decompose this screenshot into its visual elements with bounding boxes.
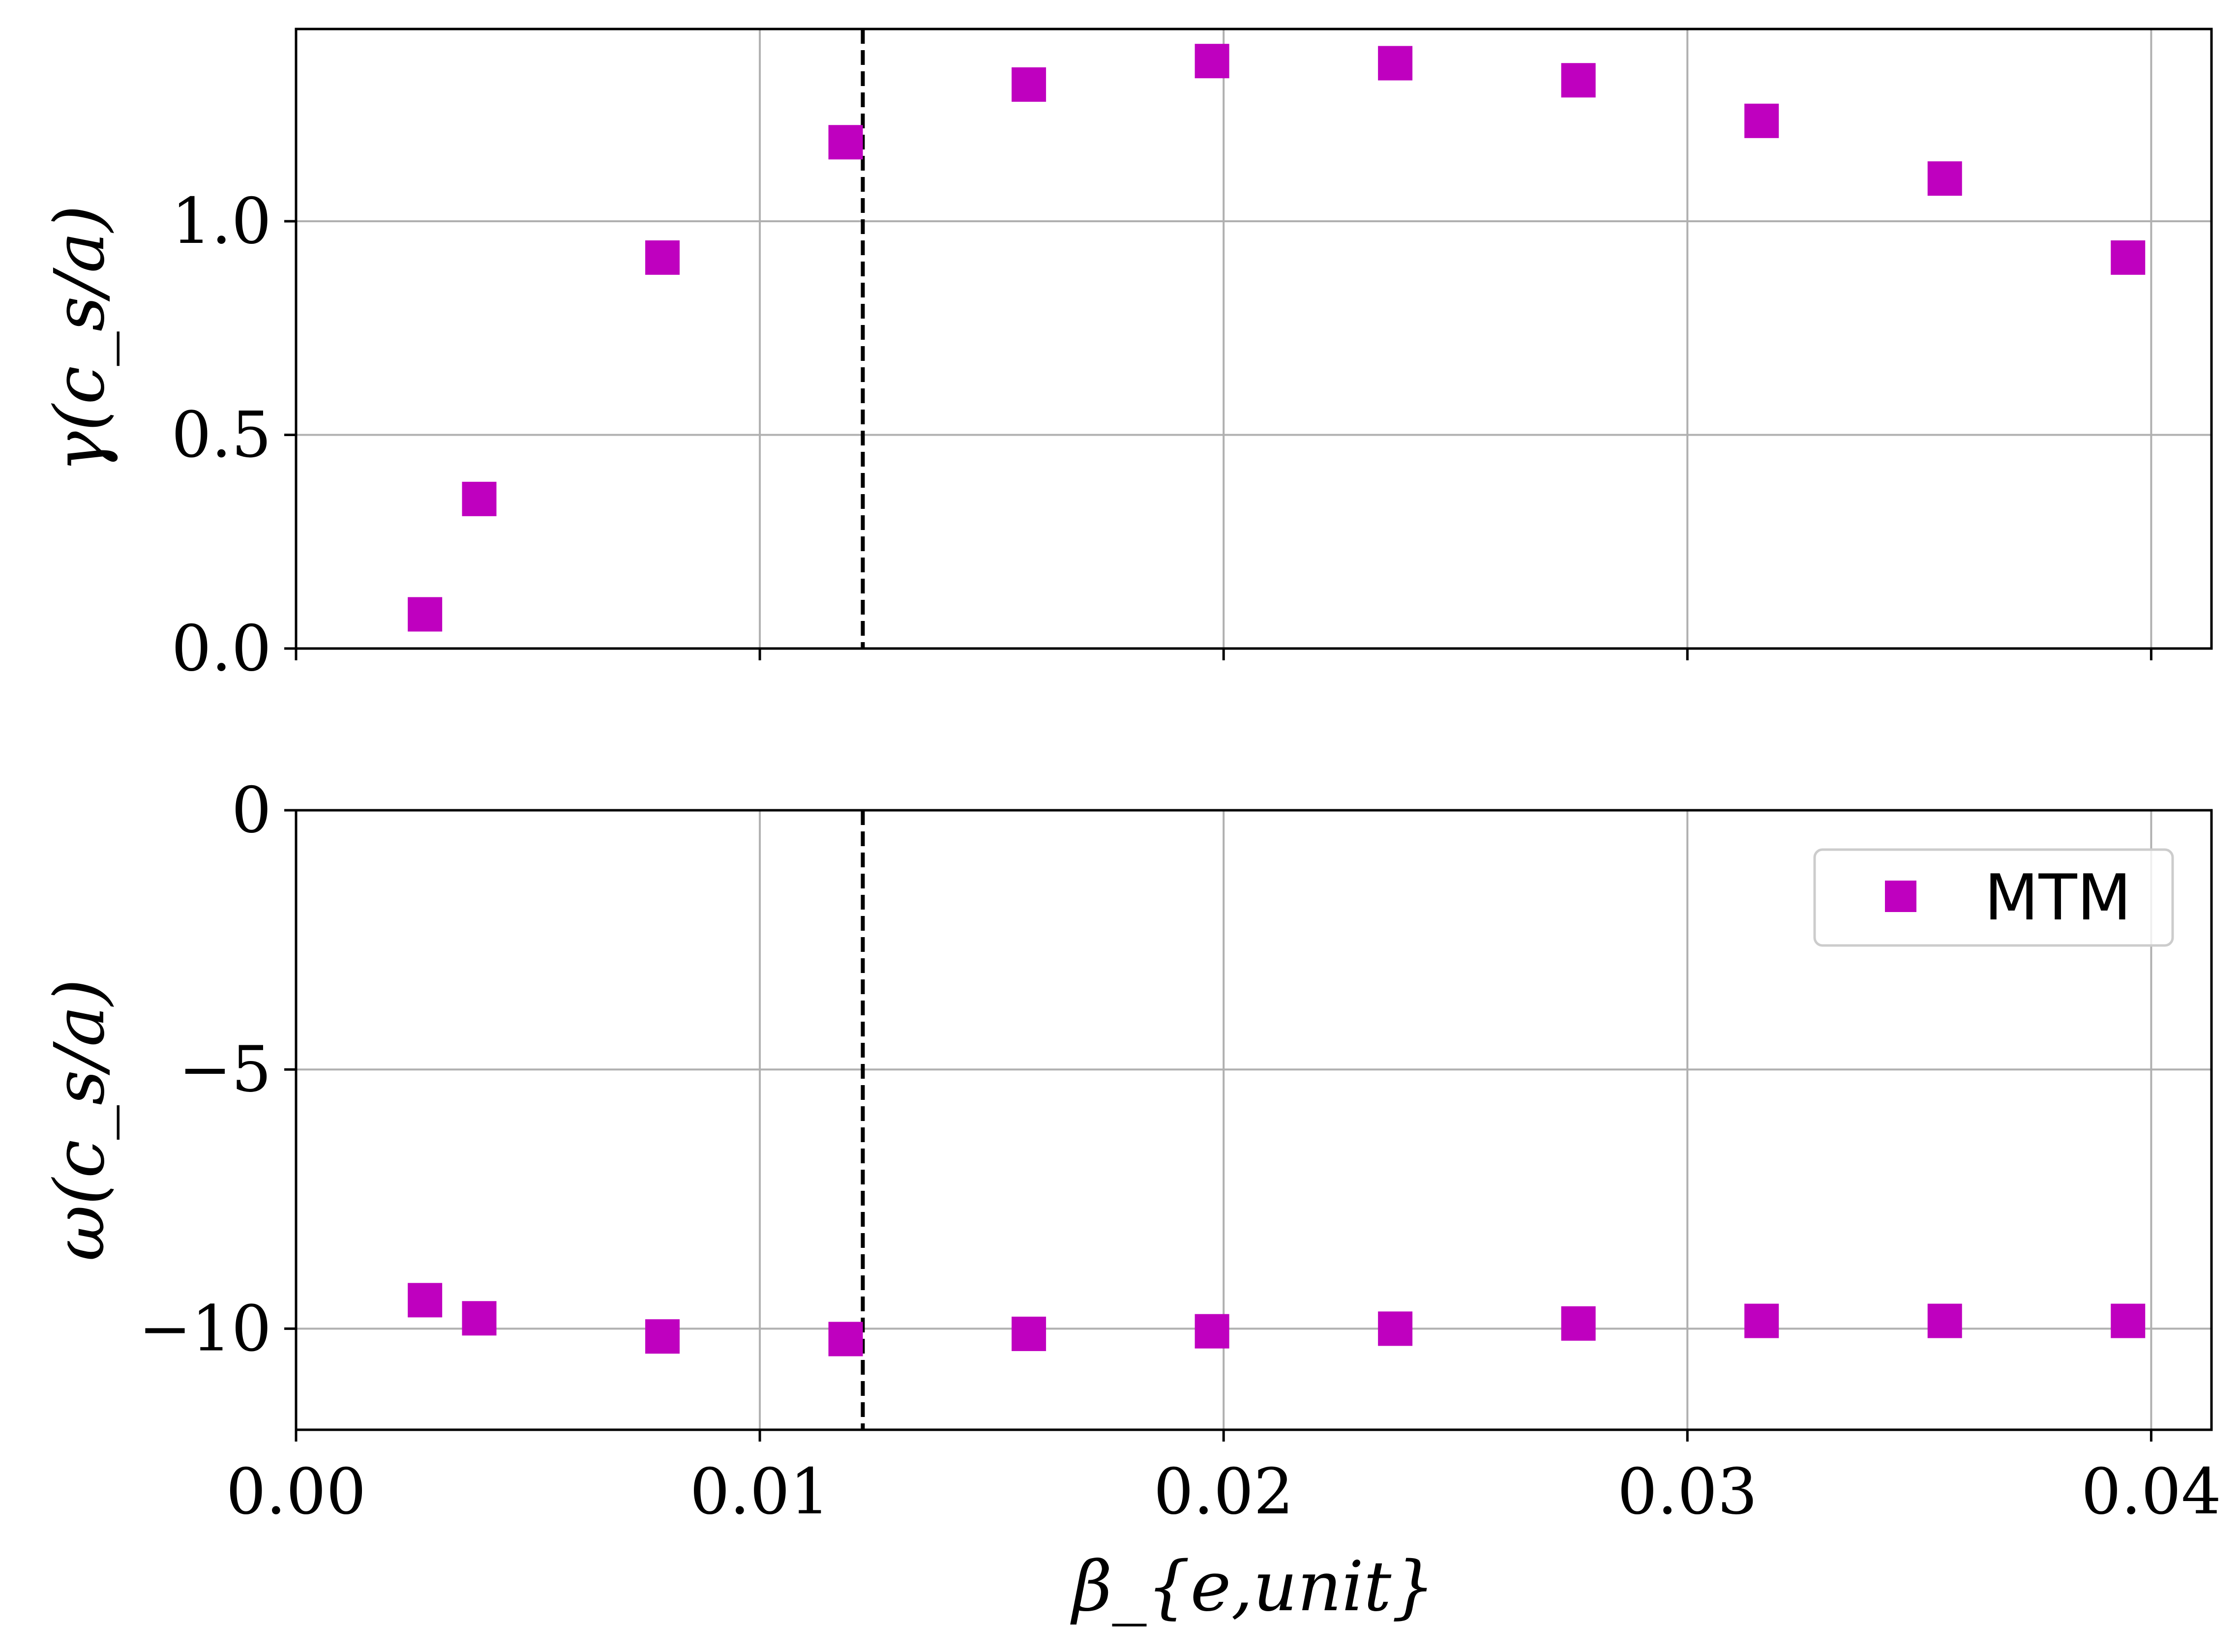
y-tick-label: −10 <box>139 1292 271 1365</box>
data-point <box>1561 1306 1596 1341</box>
data-point <box>1744 1303 1779 1338</box>
axes-frame <box>295 28 2213 650</box>
legend-box <box>1813 848 2174 947</box>
data-point <box>1195 44 1229 79</box>
y-tick-label: 0.5 <box>171 399 271 472</box>
axes-frame <box>295 809 2213 1431</box>
y-axis-label: γ(c_s/a) <box>40 205 120 472</box>
data-point <box>462 1301 497 1336</box>
data-point <box>1195 1314 1229 1349</box>
data-point <box>828 1322 863 1357</box>
y-tick-label: 1.0 <box>171 185 271 258</box>
x-tick-label: 0.00 <box>226 1455 366 1529</box>
data-point <box>1012 67 1046 102</box>
legend-marker <box>1885 881 1916 912</box>
data-point <box>1744 103 1779 138</box>
x-axis-label: β_{e,unit} <box>1070 1547 1435 1627</box>
y-axis-label: ω(c_s/a) <box>40 979 120 1261</box>
y-tick-label: −5 <box>179 1033 271 1106</box>
x-tick-label: 0.03 <box>1617 1455 1758 1529</box>
data-point <box>1927 161 1962 196</box>
x-tick-label: 0.04 <box>2081 1455 2221 1529</box>
data-point <box>1012 1316 1046 1351</box>
data-point <box>2111 240 2146 275</box>
legend: MTM <box>1813 848 2174 947</box>
data-point <box>645 1319 680 1354</box>
y-tick-label: 0 <box>232 774 271 847</box>
data-point <box>2111 1303 2146 1338</box>
x-tick-label: 0.02 <box>1154 1455 1294 1529</box>
data-point <box>1378 46 1413 81</box>
y-tick-label: 0.0 <box>171 612 271 685</box>
data-point <box>462 481 497 516</box>
x-tick-label: 0.01 <box>690 1455 830 1529</box>
data-point <box>1927 1303 1962 1338</box>
data-point <box>645 240 680 275</box>
data-point <box>1378 1311 1413 1346</box>
data-point <box>1561 63 1596 98</box>
legend-label: MTM <box>1984 861 2131 935</box>
bottom-panel: 0.00 0.01 0.02 0.03 0.04 0 −5 −10 ω(c_s/a) β_{e,u… <box>40 774 2221 1627</box>
data-point <box>408 597 443 632</box>
data-point <box>408 1283 443 1318</box>
data-point <box>828 125 863 160</box>
top-panel: 0.0 0.5 1.0 γ(c_s/a) <box>40 28 2213 685</box>
